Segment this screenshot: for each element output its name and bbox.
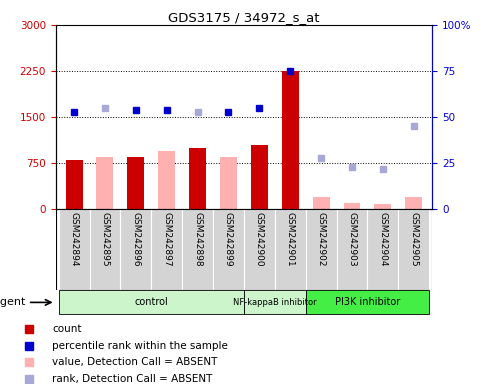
Bar [151, 209, 182, 290]
Bar [120, 209, 151, 290]
Text: GSM242905: GSM242905 [409, 212, 418, 266]
Bar [66, 160, 83, 209]
Text: NF-kappaB inhibitor: NF-kappaB inhibitor [233, 298, 317, 307]
Text: percentile rank within the sample: percentile rank within the sample [52, 341, 228, 351]
Bar [189, 148, 206, 209]
Bar [220, 157, 237, 209]
Bar [306, 209, 337, 290]
Bar [306, 290, 429, 314]
Text: GSM242901: GSM242901 [286, 212, 295, 266]
Bar [244, 290, 306, 314]
Text: count: count [52, 324, 82, 334]
Text: GSM242895: GSM242895 [100, 212, 110, 266]
Title: GDS3175 / 34972_s_at: GDS3175 / 34972_s_at [168, 11, 320, 24]
Bar [213, 209, 244, 290]
Text: GSM242898: GSM242898 [193, 212, 202, 266]
Bar [398, 209, 429, 290]
Bar [97, 157, 114, 209]
Text: agent: agent [0, 297, 26, 308]
Text: control: control [134, 297, 168, 308]
Bar [244, 209, 275, 290]
Text: GSM242897: GSM242897 [162, 212, 171, 266]
Bar [374, 204, 391, 209]
Bar [405, 197, 422, 209]
Bar [251, 145, 268, 209]
Text: GSM242899: GSM242899 [224, 212, 233, 266]
Bar [313, 197, 329, 209]
Bar [275, 209, 306, 290]
Bar [58, 290, 244, 314]
Bar [343, 203, 360, 209]
Text: GSM242896: GSM242896 [131, 212, 141, 266]
Bar [158, 151, 175, 209]
Text: GSM242900: GSM242900 [255, 212, 264, 266]
Bar [182, 209, 213, 290]
Text: GSM242904: GSM242904 [378, 212, 387, 266]
Text: GSM242894: GSM242894 [70, 212, 79, 266]
Text: value, Detection Call = ABSENT: value, Detection Call = ABSENT [52, 358, 218, 367]
Text: PI3K inhibitor: PI3K inhibitor [335, 297, 400, 308]
Bar [58, 209, 89, 290]
Bar [128, 157, 144, 209]
Bar [368, 209, 398, 290]
Text: rank, Detection Call = ABSENT: rank, Detection Call = ABSENT [52, 374, 213, 384]
Bar [282, 71, 298, 209]
Text: GSM242903: GSM242903 [347, 212, 356, 266]
Bar [89, 209, 120, 290]
Bar [337, 209, 368, 290]
Text: GSM242902: GSM242902 [317, 212, 326, 266]
